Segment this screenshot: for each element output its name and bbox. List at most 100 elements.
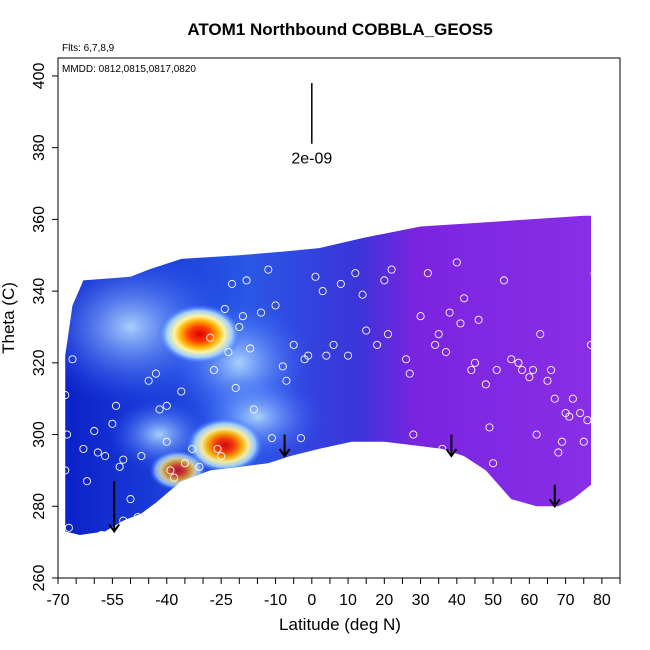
x-tick-label: 50	[484, 592, 502, 609]
sample-point	[467, 365, 476, 375]
sample-point	[452, 258, 461, 267]
sample-point	[336, 279, 345, 288]
sample-point	[82, 477, 92, 486]
y-tick-label: 260	[31, 565, 48, 592]
chart-title: ATOM1 Northbound COBBLA_GEOS5	[187, 20, 492, 39]
sample-point	[61, 466, 70, 475]
sample-point	[329, 340, 338, 349]
sample-point	[264, 265, 273, 274]
sample-point	[155, 405, 164, 414]
sample-point	[460, 294, 469, 303]
sample-point	[296, 434, 305, 443]
sample-point	[64, 523, 73, 532]
sample-point	[579, 502, 588, 511]
flight-arrow-head	[548, 498, 561, 508]
sample-point	[119, 516, 128, 525]
sample-point	[431, 340, 440, 349]
sample-point	[398, 444, 407, 453]
sample-point	[289, 340, 298, 349]
y-axis-label: Theta (C)	[0, 282, 18, 354]
sample-point	[481, 380, 490, 389]
flight-arrow-head	[108, 523, 121, 534]
flight-arrows	[108, 434, 561, 534]
sample-point	[256, 308, 266, 317]
sample-point	[456, 319, 465, 328]
sample-point	[188, 444, 197, 453]
sample-point	[235, 322, 244, 332]
y-tick-label: 360	[31, 206, 48, 233]
flight-arrow-head	[278, 448, 291, 458]
flight-arrow-head	[445, 448, 458, 458]
sample-point	[597, 412, 606, 421]
flights-note: Flts: 6,7,8,9	[62, 43, 115, 54]
sample-point	[536, 330, 545, 339]
sample-point	[576, 408, 585, 418]
x-axis-label: Latitude (deg N)	[279, 615, 401, 634]
sample-point	[605, 430, 614, 439]
dates-note: MMDD: 0812,0815,0817,0820	[62, 64, 196, 75]
sample-point	[271, 301, 280, 310]
sample-point	[267, 434, 276, 443]
sample-point	[119, 455, 128, 464]
scale-bar: 2e-09	[291, 83, 332, 168]
sample-point	[557, 437, 567, 446]
sample-point	[568, 394, 577, 403]
sample-point	[518, 365, 527, 375]
sample-point	[485, 423, 494, 432]
sample-point	[126, 495, 135, 504]
sample-point	[583, 416, 592, 425]
hotspot-2	[185, 417, 264, 474]
x-axis: -70 -55 -40 -25 -10 0 10 20 30 40 50 60 70 80	[46, 578, 621, 609]
sample-point	[594, 319, 603, 328]
sample-point	[115, 462, 124, 471]
sample-point	[61, 391, 70, 400]
sample-point	[79, 444, 88, 453]
x-tick-label: -40	[155, 592, 178, 609]
sample-point	[217, 452, 226, 461]
y-tick-label: 320	[31, 349, 48, 376]
sample-point	[108, 419, 117, 428]
sample-point	[416, 312, 425, 321]
y-tick-label: 340	[31, 278, 48, 305]
sample-point	[311, 272, 320, 281]
sample-point	[489, 459, 498, 468]
sample-point	[423, 269, 432, 278]
sample-point	[206, 333, 215, 342]
y-tick-label: 380	[31, 134, 48, 161]
sample-point	[137, 452, 146, 461]
sample-point	[492, 365, 501, 375]
x-tick-label: -10	[264, 592, 287, 609]
sample-point	[63, 430, 72, 439]
sample-point	[97, 530, 106, 540]
sample-points	[61, 258, 614, 540]
scale-bar-label: 2e-09	[291, 151, 332, 168]
sample-point	[507, 355, 516, 364]
x-tick-label: 70	[557, 592, 575, 609]
sample-point	[528, 365, 538, 375]
sample-point	[470, 358, 480, 367]
y-tick-label: 280	[31, 493, 48, 520]
sample-point	[151, 369, 160, 378]
sample-point	[209, 365, 218, 375]
sample-point	[525, 373, 534, 382]
sample-point	[238, 312, 247, 321]
sample-point	[579, 437, 588, 446]
sample-point	[90, 426, 99, 436]
y-axis: 260 280 300 320 340 360 380 400	[31, 62, 58, 591]
sample-point	[405, 369, 414, 378]
sample-point	[601, 509, 610, 518]
hotspot-1	[157, 304, 242, 365]
sample-point	[351, 269, 360, 278]
sample-point	[195, 462, 204, 471]
x-tick-label: 10	[339, 592, 357, 609]
sample-point	[227, 279, 237, 288]
sample-point	[93, 448, 102, 457]
x-tick-label: 40	[448, 592, 466, 609]
sample-point	[177, 387, 186, 396]
x-tick-label: 30	[412, 592, 430, 609]
sample-point	[111, 401, 121, 410]
x-tick-label: -55	[101, 592, 124, 609]
sample-point	[304, 351, 313, 360]
